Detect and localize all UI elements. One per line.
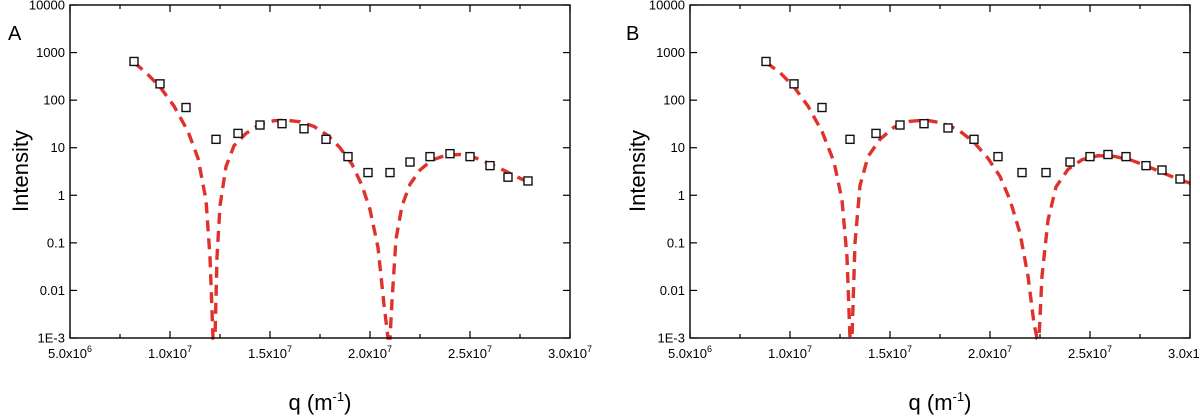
data-point	[465, 151, 475, 162]
x-tick-label: 2.0x107	[348, 344, 392, 361]
y-tick-label: 10000	[29, 0, 65, 13]
y-tick-label: 1000	[656, 45, 685, 60]
data-point	[233, 128, 243, 139]
y-tick-label: 10000	[649, 0, 685, 13]
data-point	[363, 167, 373, 178]
y-tick-label: 1	[58, 188, 65, 203]
x-axis-ticks-b: 5.0x106 1.0x107 1.5x107 2.0x107 2.5x107 3.0x1…	[668, 5, 1200, 361]
x-tick-label: 5.0x106	[668, 344, 712, 361]
data-point	[181, 102, 191, 113]
data-point	[943, 123, 953, 133]
y-tick-label: 0.01	[40, 283, 65, 298]
data-point	[1157, 165, 1167, 175]
data-point	[1017, 167, 1027, 178]
data-point	[425, 151, 435, 162]
y-axis-title-a: Intensity	[8, 130, 33, 212]
data-point	[445, 148, 455, 159]
y-axis-ticks-a: 1E-3 0.01 0.1 1 10 100 1000 10000	[29, 0, 570, 346]
x-tick-label: 2.5x107	[448, 344, 492, 361]
data-point	[1141, 160, 1151, 171]
data-point	[919, 118, 929, 129]
data-point	[1065, 157, 1075, 167]
data-point	[969, 134, 979, 145]
plot-frame-b	[689, 4, 1191, 339]
data-point	[895, 120, 905, 130]
data-point	[343, 151, 353, 162]
x-tick-label: 5.0x106	[48, 344, 92, 361]
data-point	[789, 79, 799, 89]
data-point	[845, 134, 855, 145]
x-tick-label: 1.0x107	[148, 344, 192, 361]
data-point	[817, 102, 827, 113]
data-point	[1041, 167, 1051, 178]
y-axis-title-b: Intensity	[625, 130, 650, 212]
x-tick-label: 2.5x107	[1068, 344, 1112, 361]
data-point	[129, 56, 139, 67]
panel-label-b: B	[626, 23, 639, 45]
y-tick-label: 1	[678, 188, 685, 203]
y-tick-label: 0.1	[47, 235, 65, 250]
data-point	[155, 79, 165, 89]
data-point	[255, 120, 265, 130]
data-point	[211, 134, 221, 145]
y-axis-ticks-b: 1E-3 0.01 0.1 1 10 100 1000 10000	[649, 0, 1190, 346]
panel-label-a: A	[8, 23, 22, 45]
data-point	[1175, 174, 1185, 184]
x-tick-label: 2.0x107	[968, 344, 1012, 361]
fit-curve-line	[132, 61, 529, 340]
data-point	[1103, 149, 1113, 160]
data-point	[405, 157, 415, 167]
data-point	[503, 172, 513, 182]
fit-curve-b	[764, 61, 1191, 340]
x-axis-title-b: q (m-1)	[909, 389, 972, 415]
x-tick-label: 3.0x107	[548, 344, 592, 361]
chart-panel-b: B 5.0x106 1.0x107 1.5x107 2.0x107 2.5x107 3.0…	[625, 0, 1200, 415]
y-tick-label: 10	[51, 140, 65, 155]
x-tick-label: 1.5x107	[248, 344, 292, 361]
chart-panel-a: A 5.0x106 1.0x107 1.5x107 2.0x107 2.5x107 3.0…	[8, 0, 592, 415]
y-tick-label: 1E-3	[38, 331, 65, 346]
data-markers-b	[761, 56, 1185, 184]
y-tick-label: 10	[671, 140, 685, 155]
data-point	[299, 124, 309, 134]
x-axis-ticks-a: 5.0x106 1.0x107 1.5x107 2.0x107 2.5x107 3.0x1…	[48, 5, 592, 361]
data-point	[321, 134, 331, 145]
y-tick-label: 1E-3	[658, 331, 685, 346]
fit-curve-line	[764, 61, 1191, 340]
y-tick-label: 0.01	[660, 283, 685, 298]
fit-curve-a	[132, 61, 529, 340]
y-tick-label: 100	[663, 93, 685, 108]
data-point	[871, 128, 881, 139]
data-point	[1085, 151, 1095, 162]
data-markers-a	[129, 56, 533, 186]
y-tick-label: 100	[43, 93, 65, 108]
y-tick-label: 0.1	[667, 235, 685, 250]
x-tick-label: 1.5x107	[868, 344, 912, 361]
y-tick-label: 1000	[36, 45, 65, 60]
x-axis-title-a: q (m-1)	[289, 389, 352, 415]
data-point	[485, 160, 495, 171]
data-point	[385, 167, 395, 178]
data-point	[761, 56, 771, 67]
plot-frame-a	[69, 4, 571, 339]
data-point	[523, 176, 533, 186]
x-tick-label: 3.0x107	[1168, 344, 1200, 361]
data-point	[277, 118, 287, 129]
x-tick-label: 1.0x107	[768, 344, 812, 361]
data-point	[993, 151, 1003, 162]
data-point	[1121, 151, 1131, 162]
